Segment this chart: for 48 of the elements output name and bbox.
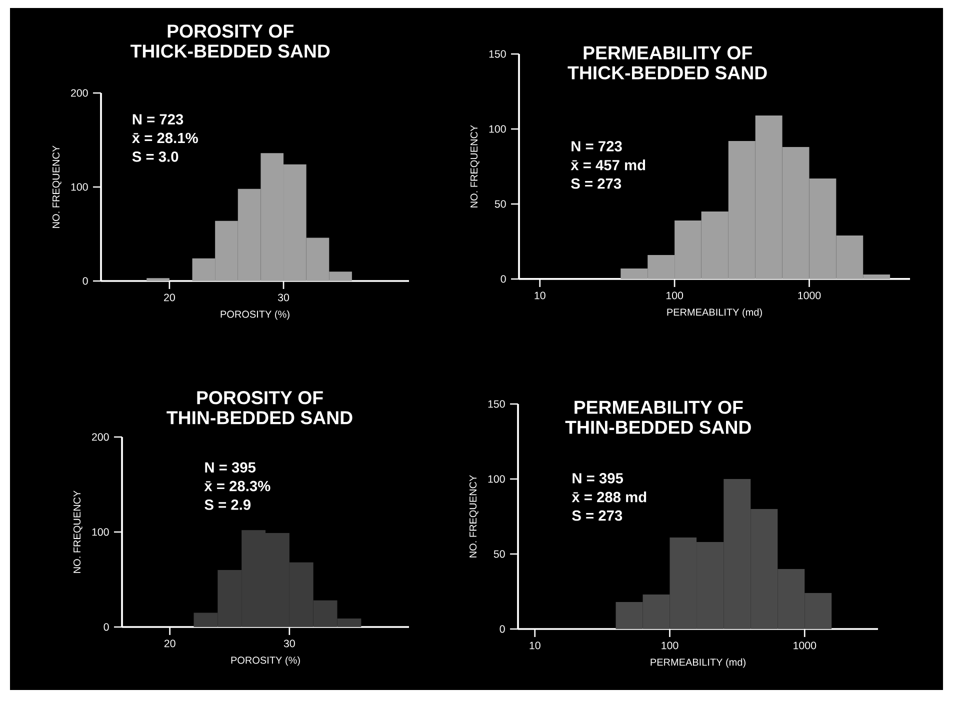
- y-tick-label: 150: [488, 400, 505, 408]
- x-tick-label: 20: [164, 640, 176, 648]
- x-tick-label: 10: [530, 642, 540, 650]
- y-tick-label: 0: [82, 277, 88, 285]
- y-tick-label: 100: [71, 183, 88, 191]
- y-tick-label: 0: [500, 625, 505, 633]
- chart-title: POROSITY OF THICK-BEDDED SAND: [130, 24, 330, 58]
- x-axis-title: POROSITY (%): [231, 656, 300, 666]
- x-tick-label: 20: [164, 294, 175, 302]
- annotation: x̄ = 288 md: [572, 492, 646, 502]
- y-tick-label: 50: [494, 550, 505, 558]
- y-axis-title: NO. FREQUENCY: [470, 125, 480, 208]
- x-axis-title: PERMEABILITY (md): [667, 308, 762, 318]
- chart-title: POROSITY OF THIN-BEDDED SAND: [166, 391, 352, 424]
- y-tick-label: 0: [104, 623, 109, 631]
- y-axis-title: NO. FREQUENCY: [73, 490, 82, 573]
- x-axis-title: PERMEABILITY (md): [650, 658, 746, 668]
- chart-title: PERMEABILITY OF THIN-BEDDED SAND: [565, 400, 751, 434]
- y-tick-label: 100: [489, 125, 506, 133]
- annotation: x̄ = 28.3%: [204, 480, 270, 492]
- chart-title: PERMEABILITY OF THICK-BEDDED SAND: [568, 46, 767, 80]
- annotation: S = 2.9: [204, 500, 251, 510]
- y-tick-label: 100: [92, 528, 109, 536]
- y-tick-label: 200: [71, 89, 88, 97]
- y-tick-label: 0: [500, 275, 506, 283]
- y-tick-label: 100: [488, 475, 505, 483]
- x-axis-title: POROSITY (%): [220, 310, 290, 320]
- x-tick-label: 1000: [794, 642, 816, 650]
- y-tick-label: 50: [494, 200, 506, 208]
- annotation: S = 273: [572, 510, 622, 521]
- y-axis-title: NO. FREQUENCY: [469, 475, 478, 558]
- y-tick-label: 200: [92, 433, 109, 441]
- annotation: N = 723: [132, 114, 184, 125]
- annotation: N = 395: [205, 462, 256, 473]
- x-tick-label: 100: [662, 642, 678, 650]
- annotation: N = 395: [572, 473, 624, 484]
- x-tick-label: 1000: [798, 292, 821, 300]
- y-axis-title: NO. FREQUENCY: [52, 146, 62, 228]
- annotation: S = 3.0: [132, 151, 178, 162]
- annotation: S = 273: [571, 178, 622, 189]
- x-tick-label: 100: [666, 292, 684, 300]
- x-tick-label: 10: [534, 292, 546, 300]
- annotation: N = 723: [572, 141, 622, 152]
- annotation: x̄ = 457 md: [570, 160, 646, 170]
- annotation: x̄ = 28.1%: [132, 132, 198, 144]
- x-tick-label: 30: [284, 640, 295, 648]
- x-tick-label: 30: [278, 294, 290, 302]
- y-tick-label: 150: [489, 50, 506, 58]
